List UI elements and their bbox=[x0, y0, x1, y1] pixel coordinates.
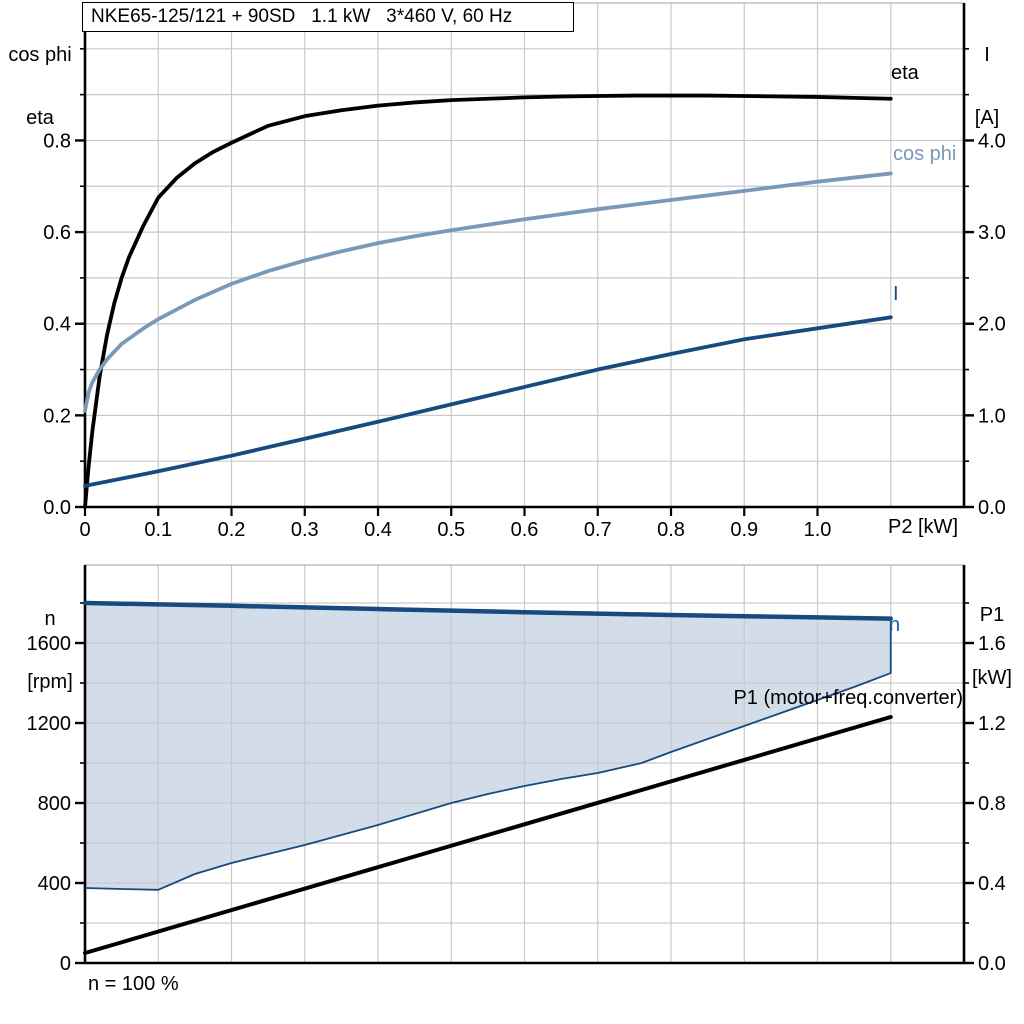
left-tick-label: 0.4 bbox=[43, 314, 71, 336]
top-left-axis-header: cos phi eta bbox=[0, 3, 80, 171]
current-curve-label: I bbox=[893, 283, 899, 305]
n-curve-label: n bbox=[889, 614, 901, 636]
duty-area-boundary bbox=[84, 618, 892, 891]
x-tick-label: 0.4 bbox=[364, 519, 392, 541]
left-tick-label: 0.0 bbox=[43, 497, 71, 519]
bottom-left-axis-header: n [rpm] bbox=[8, 567, 92, 735]
left-tick-label: 400 bbox=[38, 873, 71, 895]
left-tick-label: 800 bbox=[38, 793, 71, 815]
x-axis-label: P2 [kW] bbox=[887, 516, 958, 538]
footnote-n100: n = 100 % bbox=[88, 973, 179, 995]
top-right-axis-header: I [A] bbox=[958, 3, 1016, 171]
right-tick-label: 4.0 bbox=[978, 130, 1006, 152]
speed-axis-label: n bbox=[44, 608, 56, 630]
n-curve bbox=[82, 600, 893, 621]
right-tick-label: 0.4 bbox=[978, 873, 1006, 895]
right-tick-label: 0.8 bbox=[978, 793, 1006, 815]
right-tick-label: 2.0 bbox=[978, 314, 1006, 336]
duty-area bbox=[85, 603, 891, 890]
x-tick-label: 0.8 bbox=[657, 519, 685, 541]
x-tick-label: 0.3 bbox=[291, 519, 319, 541]
x-tick-label: 1.0 bbox=[804, 519, 832, 541]
eta-curve bbox=[83, 93, 893, 509]
right-tick-label: 1.0 bbox=[978, 405, 1006, 427]
x-tick-label: 0 bbox=[79, 519, 90, 541]
right-tick-label: 1.2 bbox=[978, 713, 1006, 735]
x-tick-label: 0.7 bbox=[584, 519, 612, 541]
eta-curve-label: eta bbox=[891, 62, 919, 84]
cos-phi-curve bbox=[83, 171, 893, 413]
bottom-right-axis-header: P1 [kW] bbox=[962, 563, 1022, 731]
x-tick-label: 0.2 bbox=[218, 519, 246, 541]
left-tick-label: 1600 bbox=[27, 633, 72, 655]
right-tick-label: 0.0 bbox=[978, 497, 1006, 519]
chart-title: NKE65-125/121 + 90SD 1.1 kW 3*460 V, 60 … bbox=[91, 6, 513, 27]
cosphi-axis-label: cos phi bbox=[8, 44, 72, 66]
title-box: NKE65-125/121 + 90SD 1.1 kW 3*460 V, 60 … bbox=[82, 2, 574, 32]
cosphi-curve-label: cos phi bbox=[893, 143, 957, 165]
left-tick-label: 0 bbox=[60, 953, 71, 975]
left-tick-label: 0.8 bbox=[43, 130, 71, 152]
p1-axis-unit: [kW] bbox=[972, 667, 1012, 689]
x-tick-label: 0.6 bbox=[511, 519, 539, 541]
current-axis-unit: [A] bbox=[974, 107, 1000, 129]
left-tick-label: 0.6 bbox=[43, 222, 71, 244]
i-curve bbox=[83, 315, 893, 488]
x-tick-label: 0.1 bbox=[144, 519, 172, 541]
current-axis-label: I bbox=[984, 44, 990, 66]
left-tick-label: 1200 bbox=[27, 713, 72, 735]
x-tick-label: 0.5 bbox=[437, 519, 465, 541]
p1-axis-label: P1 bbox=[979, 604, 1005, 626]
right-tick-label: 1.6 bbox=[978, 633, 1006, 655]
p1-motor-freq-converter--curve bbox=[83, 715, 893, 955]
right-tick-label: 0.0 bbox=[978, 953, 1006, 975]
x-tick-label: 0.9 bbox=[730, 519, 758, 541]
eta-axis-label: eta bbox=[26, 107, 54, 129]
right-tick-label: 3.0 bbox=[978, 222, 1006, 244]
p1-curve-label: P1 (motor+freq.converter) bbox=[733, 687, 963, 709]
speed-axis-unit: [rpm] bbox=[27, 671, 73, 693]
left-tick-label: 0.2 bbox=[43, 405, 71, 427]
